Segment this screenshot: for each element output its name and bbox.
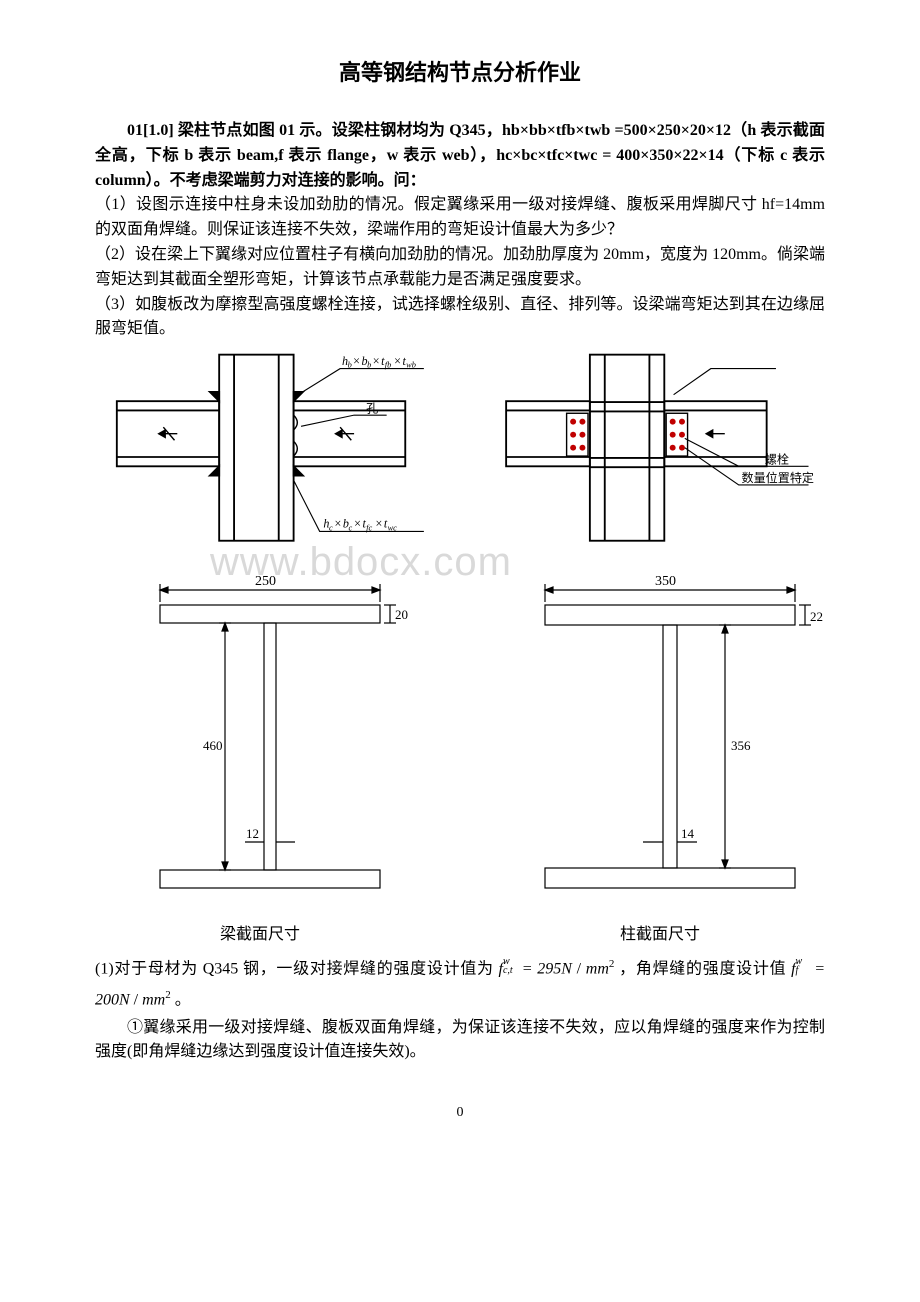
svg-text:×: ×: [354, 517, 361, 531]
answer-1c-text: 。: [175, 991, 191, 1008]
svg-text:wc: wc: [388, 524, 398, 533]
svg-text:fb: fb: [385, 361, 392, 370]
intro-paragraph: 01[1.0] 梁柱节点如图 01 示。设梁柱钢材均为 Q345，hb×bb×t…: [95, 119, 825, 193]
column-section-caption: 柱截面尺寸: [495, 920, 825, 944]
section-captions: 梁截面尺寸 柱截面尺寸: [95, 920, 825, 944]
intro-text: 01[1.0] 梁柱节点如图 01 示。设梁柱钢材均为 Q345，hb×bb×t…: [95, 122, 825, 189]
svg-text:b: b: [367, 361, 371, 370]
svg-text:c: c: [349, 524, 353, 533]
answer-1a-text: (1)对于母材为 Q345 钢，一级对接焊缝的强度设计值为: [95, 961, 494, 978]
page-title: 高等钢结构节点分析作业: [95, 55, 825, 87]
svg-text:数量位置特定: 数量位置特定: [742, 470, 814, 485]
svg-text:c: c: [329, 524, 333, 533]
svg-text:460: 460: [203, 738, 223, 753]
svg-text:250: 250: [255, 574, 276, 589]
hole-label: 孔: [366, 402, 378, 416]
answer-1b-text: ，角焊缝的强度设计值: [619, 961, 786, 978]
beam-section-svg: 250 20 460 12: [95, 570, 425, 910]
connection-figure-right: 螺栓 数量位置特定: [485, 350, 825, 564]
svg-text:22: 22: [810, 609, 823, 624]
svg-text:wb: wb: [406, 361, 416, 370]
svg-text:12: 12: [246, 826, 259, 841]
connection-figure-left: h b × b b × t fb × t wb 孔 h c × b c × t …: [95, 350, 455, 564]
beam-section-caption: 梁截面尺寸: [95, 920, 425, 944]
connection-figures-row: h b × b b × t fb × t wb 孔 h c × b c × t …: [95, 350, 825, 564]
cross-section-row: www.bdocx.com: [95, 570, 825, 910]
svg-text:356: 356: [731, 738, 751, 753]
question-2: （2）设在梁上下翼缘对应位置柱子有横向加劲肋的情况。加劲肋厚度为 20mm，宽度…: [95, 243, 825, 293]
question-3: （3）如腹板改为摩擦型高强度螺栓连接，试选择螺栓级别、直径、排列等。设梁端弯矩达…: [95, 293, 825, 343]
svg-text:×: ×: [394, 354, 401, 368]
svg-text:×: ×: [375, 517, 382, 531]
svg-text:fc: fc: [366, 524, 372, 533]
svg-text:螺栓: 螺栓: [765, 452, 789, 467]
svg-text:b: b: [348, 361, 352, 370]
answer-line-1: (1)对于母材为 Q345 钢，一级对接焊缝的强度设计值为 fwc,t = 29…: [95, 954, 825, 1015]
answer-line-2: ①翼缘采用一级对接焊缝、腹板双面角焊缝，为保证该连接不失效，应以角焊缝的强度来作…: [95, 1016, 825, 1066]
page-number: 0: [95, 1105, 825, 1121]
svg-text:×: ×: [335, 517, 342, 531]
svg-text:14: 14: [681, 826, 695, 841]
svg-text:350: 350: [655, 574, 676, 589]
svg-text:×: ×: [353, 354, 360, 368]
svg-text:×: ×: [373, 354, 380, 368]
svg-text:20: 20: [395, 607, 408, 622]
question-1: （1）设图示连接中柱身未设加劲肋的情况。假定翼缘采用一级对接焊缝、腹板采用焊脚尺…: [95, 193, 825, 243]
column-section-svg: 350 22 356 14: [495, 570, 825, 910]
